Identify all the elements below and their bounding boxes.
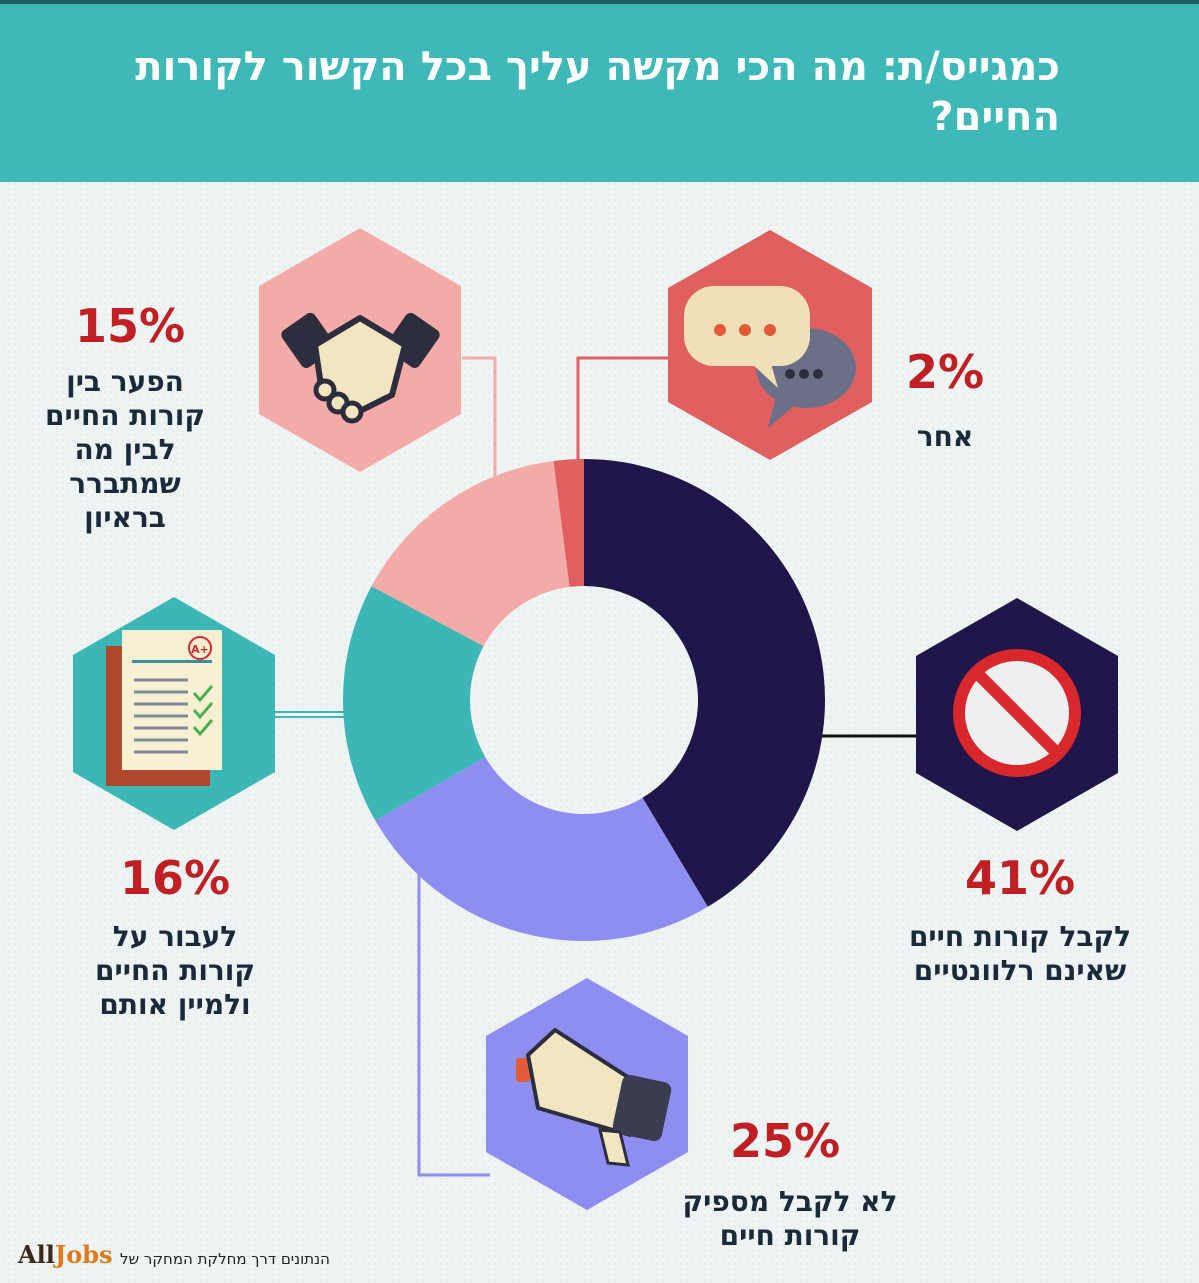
label-line: הפער בין	[66, 365, 184, 398]
donut-slice-2	[553, 459, 584, 587]
logo-all: All	[18, 1240, 55, 1269]
label-line: קורות החיים	[94, 954, 256, 987]
donut-slice-16	[343, 586, 486, 821]
category-label-gap: הפער בין קורות החיים לבין מה שמתברר בראי…	[20, 365, 230, 535]
value-label-2: 2%	[905, 345, 985, 399]
top-strip	[0, 0, 1199, 4]
hexagon-document: A+	[73, 597, 275, 830]
megaphone-icon	[516, 1028, 672, 1167]
speech-bubbles-icon	[684, 286, 856, 428]
label-line: בראיון	[84, 501, 166, 534]
label-line: שאינם רלוונטיים	[913, 954, 1127, 987]
category-label-other: אחר	[880, 420, 1010, 454]
category-label-sort: לעבור על קורות החיים ולמיין אותם	[50, 920, 300, 1022]
label-line: לא לקבל מספיק	[682, 1185, 898, 1218]
hexagon-handshake	[259, 228, 461, 472]
category-label-notenough: לא לקבל מספיק קורות חיים	[655, 1185, 925, 1253]
label-line: ולמיין אותם	[99, 988, 251, 1021]
value-label-25: 25%	[729, 1114, 841, 1168]
donut-slice-15	[371, 460, 570, 647]
connector-lines	[275, 356, 932, 1177]
hexagon-megaphone	[486, 978, 688, 1210]
footer-text: הנתונים דרך מחלקת המחקר של	[120, 1250, 330, 1268]
donut-slice-25	[375, 757, 708, 942]
label-line: לבין מה	[74, 433, 176, 466]
logo-jobs: Jobs	[54, 1240, 113, 1269]
label-line: לעבור על	[112, 920, 238, 953]
label-line: אחר	[916, 420, 974, 453]
chart-title: כמגייס/ת: מה הכי מקשה עליך בכל הקשור לקו…	[135, 44, 1060, 140]
label-line: קורות החיים	[44, 399, 206, 432]
header-banner	[0, 4, 1199, 182]
hexagon-no-entry	[916, 598, 1118, 831]
alljobs-logo: AllJobs	[18, 1240, 113, 1269]
value-label-41: 41%	[964, 851, 1076, 905]
handshake-icon	[281, 312, 440, 424]
connector-other	[576, 356, 668, 470]
donut-slice-41	[584, 459, 826, 907]
svg-text:A+: A+	[191, 643, 209, 656]
label-line: לקבל קורות חיים	[908, 920, 1132, 953]
value-label-15: 15%	[74, 299, 186, 353]
no-entry-icon	[953, 649, 1081, 777]
hexagon-speech	[668, 230, 872, 460]
value-label-16: 16%	[119, 851, 231, 905]
footer-credit: AllJobs הנתונים דרך מחלקת המחקר של	[10, 1240, 430, 1280]
donut-slices	[343, 459, 826, 942]
label-line: שמתברר	[69, 467, 181, 500]
connector-notenough	[417, 868, 490, 1177]
label-line: קורות חיים	[719, 1219, 861, 1252]
graded-document-icon: A+	[106, 630, 222, 786]
category-label-irrelevant: לקבל קורות חיים שאינם רלוונטיים	[870, 920, 1170, 988]
connector-gap	[462, 356, 497, 478]
